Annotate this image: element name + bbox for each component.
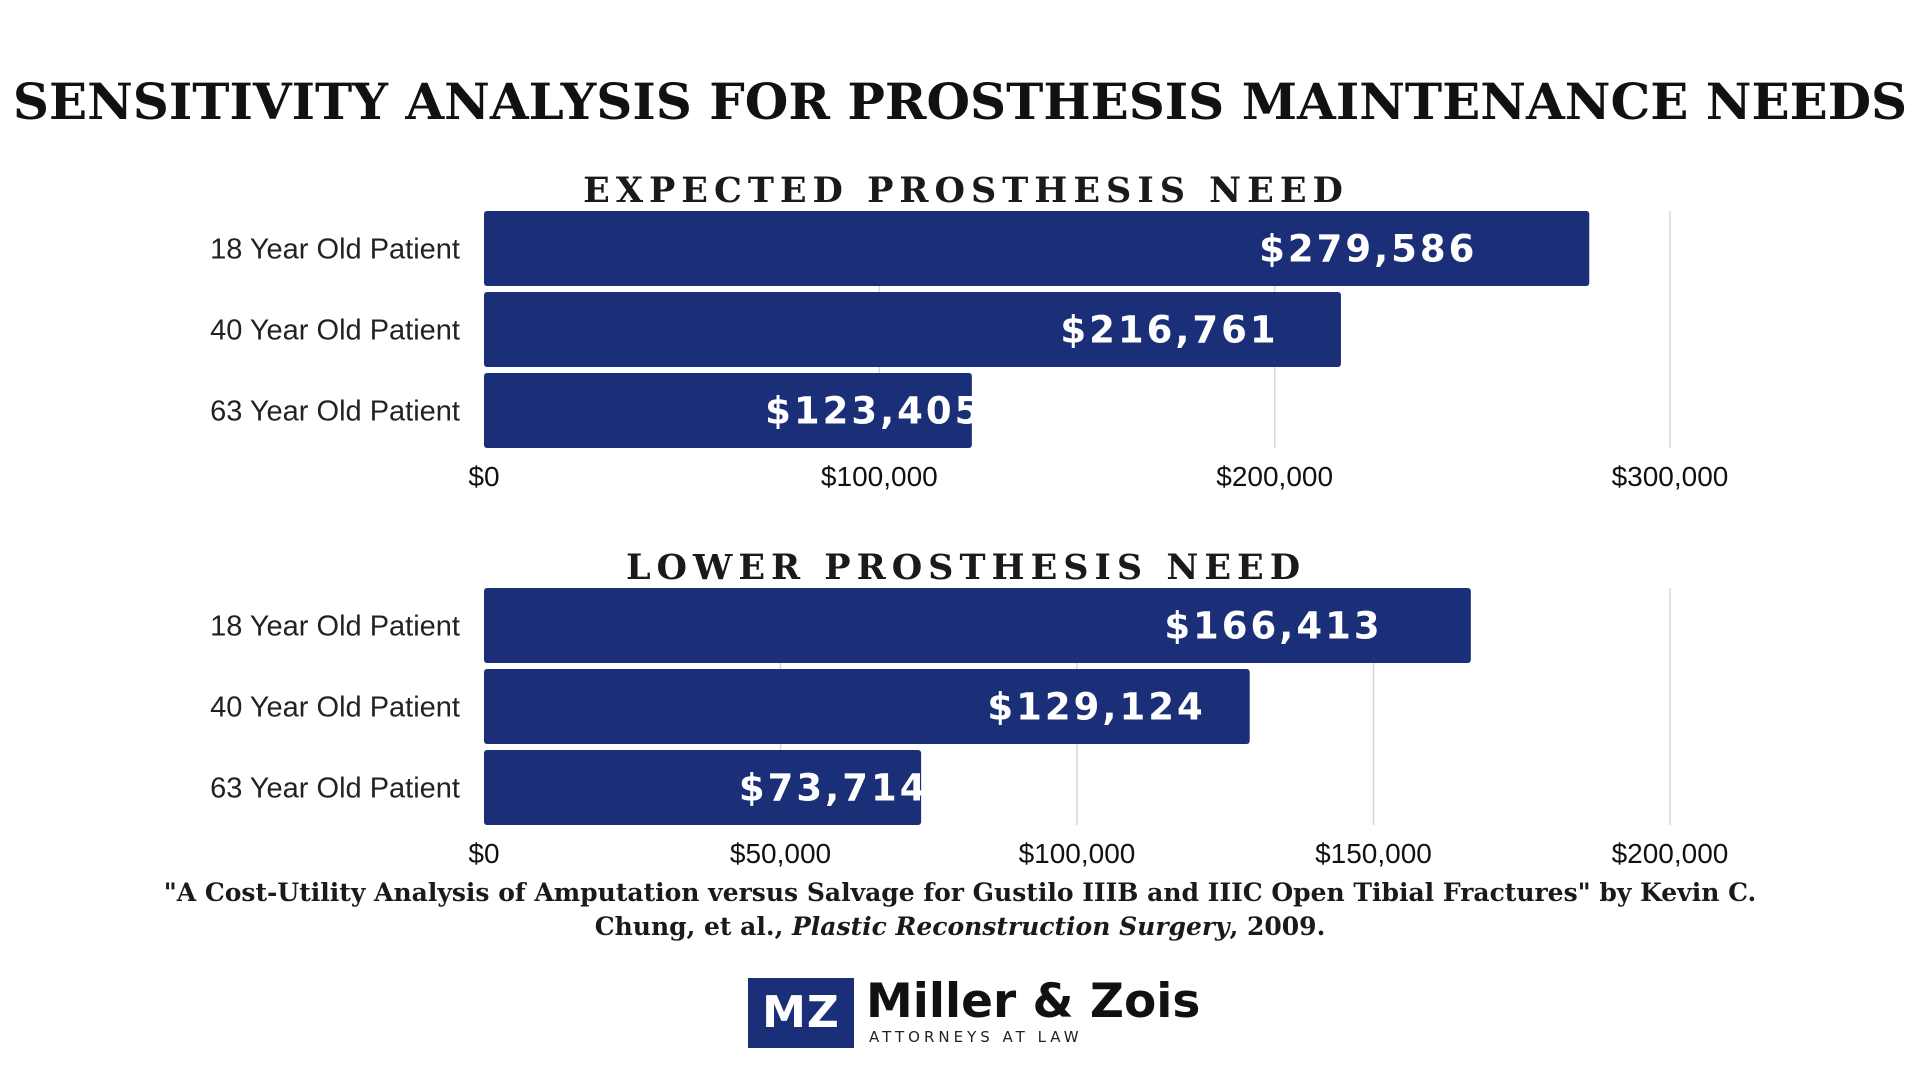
tick-label: $150,000 — [1315, 838, 1432, 869]
citation-journal: Plastic Reconstruction Surgery — [792, 912, 1230, 941]
tick-label: $50,000 — [730, 838, 831, 869]
chart-expected-need: EXPECTED PROSTHESIS NEED 18 Year Old Pati… — [210, 170, 1729, 492]
data-label: $216,761 — [1060, 309, 1278, 352]
bar — [484, 373, 972, 448]
citation-quote: "A Cost-Utility Analysis of Amputation v… — [163, 878, 1757, 941]
category-label: 40 Year Old Patient — [210, 315, 460, 347]
bar — [484, 211, 1590, 286]
data-label: $123,405 — [765, 390, 983, 433]
tick-label: $200,000 — [1612, 838, 1729, 869]
citation-year: , 2009. — [1229, 912, 1326, 941]
logo-name: Miller & Zois — [866, 974, 1201, 1029]
tick-label: $100,000 — [1019, 838, 1136, 869]
logo-initials: MZ — [748, 978, 854, 1048]
category-label: 40 Year Old Patient — [210, 692, 460, 724]
data-label: $279,586 — [1259, 228, 1477, 271]
category-label: 18 Year Old Patient — [210, 611, 460, 643]
chart-lower-need: LOWER PROSTHESIS NEED 18 Year Old Patient… — [210, 547, 1729, 869]
main-title: SENSITIVITY ANALYSIS FOR PROSTHESIS MAIN… — [12, 72, 1908, 131]
bar — [484, 588, 1471, 663]
tick-label: $0 — [468, 838, 499, 869]
data-label: $129,124 — [987, 686, 1205, 729]
data-label: $166,413 — [1164, 605, 1382, 648]
category-label: 18 Year Old Patient — [210, 234, 460, 266]
bar — [484, 750, 922, 825]
tick-label: $300,000 — [1612, 461, 1729, 492]
chart-title: LOWER PROSTHESIS NEED — [626, 547, 1306, 588]
category-label: 63 Year Old Patient — [210, 773, 460, 805]
tick-label: $100,000 — [821, 461, 938, 492]
tick-label: $0 — [468, 461, 499, 492]
tick-label: $200,000 — [1216, 461, 1333, 492]
chart-title: EXPECTED PROSTHESIS NEED — [583, 170, 1349, 211]
bar — [484, 292, 1341, 367]
logo-tagline: ATTORNEYS AT LAW — [869, 1028, 1083, 1046]
category-label: 63 Year Old Patient — [210, 396, 460, 428]
citation: "A Cost-Utility Analysis of Amputation v… — [160, 876, 1760, 944]
bar — [484, 669, 1250, 744]
data-label: $73,714 — [739, 767, 929, 810]
